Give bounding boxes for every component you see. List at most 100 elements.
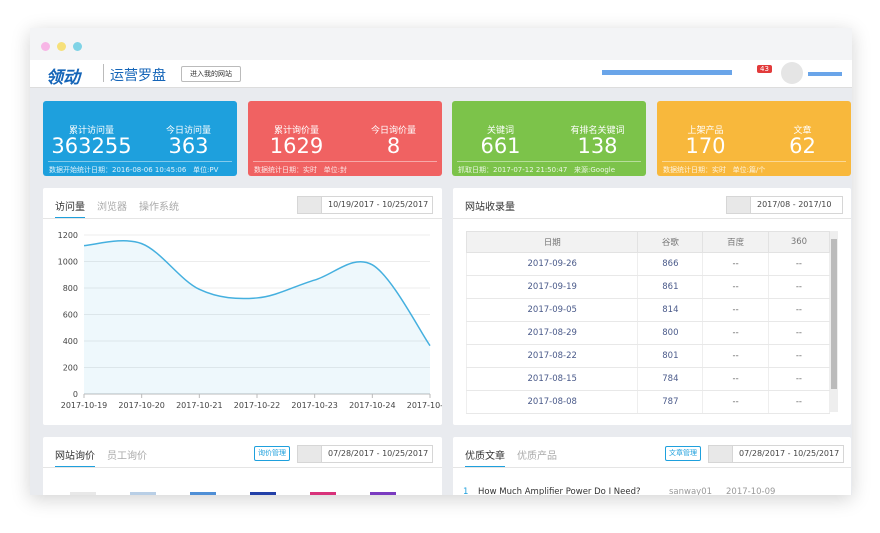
divider	[453, 467, 851, 468]
stat-value: 170	[685, 134, 726, 158]
date-picker[interactable]: 10/19/2017 - 10/25/2017	[297, 196, 433, 214]
table-cell: --	[767, 367, 831, 391]
dot	[73, 42, 82, 51]
divider	[253, 161, 437, 162]
stat-note: 数据统计日期：实时 单位:篇/个	[663, 166, 766, 174]
stat-label: 累计询价量	[273, 126, 319, 136]
date-text: 10/19/2017 - 10/25/2017	[328, 200, 429, 209]
stat-label: 上架产品	[687, 126, 724, 136]
stat-value: 8	[386, 134, 401, 158]
table-header: 日期 谷歌 百度 360	[465, 231, 831, 253]
x-tick-label: 2017-10-22	[234, 401, 281, 410]
stat-label: 有排名关键词	[570, 126, 625, 136]
table-cell: 2017-08-08	[465, 390, 639, 414]
legend-swatch	[370, 492, 396, 495]
manage-button[interactable]: 文章管理	[665, 446, 701, 461]
table-cell: 2017-08-22	[465, 344, 639, 368]
table-row: 2017-08-22 801 -- --	[465, 344, 831, 368]
table-cell: --	[702, 390, 769, 414]
stat-card: 累计访问量 363255 今日访问量 363 数据开始统计日期：2016-08-06 1…	[43, 101, 237, 176]
table-row: 2017-08-15 784 -- --	[465, 367, 831, 391]
tab[interactable]: 网站询价	[55, 447, 95, 468]
table-cell: --	[767, 321, 831, 345]
tab[interactable]: 操作系统	[139, 202, 179, 213]
chart: 0 200 400 600 800 1000 1200 2017-10-19 2017-10-2…	[58, 231, 442, 410]
article-cell: How Much Amplifier Power Do I Need?	[478, 487, 641, 495]
area	[84, 240, 430, 394]
table-cell: --	[702, 344, 769, 368]
username[interactable]	[808, 72, 842, 76]
tab[interactable]: 浏览器	[97, 202, 127, 213]
table-cell: --	[767, 390, 831, 414]
date-picker[interactable]: 07/28/2017 - 10/25/2017	[297, 445, 433, 463]
date-picker[interactable]: 2017/08 - 2017/10	[726, 196, 843, 214]
stat-note: 抓取日期：2017-07-12 21:50:47 来源:Google	[458, 166, 616, 174]
product-name: 运营罗盘	[110, 68, 166, 84]
panel-title: 网站收录量	[465, 202, 515, 213]
index-panel: 网站收录量 日期 谷歌 百度 360 2017-09-26 866 -- -- 2017-09-…	[453, 188, 851, 425]
divider	[453, 218, 851, 219]
article-cell: sanway01	[669, 487, 713, 495]
header: 领动 运营罗盘 进入我的网站 43	[30, 60, 852, 88]
tab[interactable]: 优质文章	[465, 447, 505, 468]
divider	[457, 161, 641, 162]
date-picker[interactable]: 07/28/2017 - 10/25/2017	[708, 445, 844, 463]
tab[interactable]: 访问量	[55, 198, 85, 219]
link[interactable]	[602, 70, 732, 75]
site-button[interactable]: 进入我的网站	[181, 66, 241, 82]
badge[interactable]: 43	[757, 65, 772, 73]
legend-swatch	[250, 492, 276, 495]
y-tick-label: 0	[73, 390, 78, 399]
window: 领动 运营罗盘 进入我的网站 43 0 200 400 600 800 1000 1200 2…	[30, 28, 852, 495]
calendar-icon	[727, 197, 751, 213]
stat-value: 661	[480, 134, 521, 158]
y-tick-label: 600	[63, 311, 78, 320]
table-row: 2017-09-19 861 -- --	[465, 275, 831, 299]
calendar-icon	[298, 197, 322, 213]
manage-button[interactable]: 询价管理	[254, 446, 290, 461]
stat-value: 1629	[269, 134, 324, 158]
table-cell: --	[767, 298, 831, 322]
column-header: 谷歌	[637, 231, 704, 253]
table-cell: 866	[637, 252, 704, 276]
avatar[interactable]	[781, 62, 803, 84]
divider	[43, 467, 442, 468]
table-cell: 861	[637, 275, 704, 299]
articles-panel: 优质文章 优质产品 07/28/2017 - 10/25/2017 文章管理 1 How …	[453, 437, 851, 495]
calendar-icon	[298, 446, 322, 462]
stat-note: 数据统计日期：实时 单位:封	[254, 166, 348, 174]
table-cell: --	[767, 344, 831, 368]
table-cell: 814	[637, 298, 704, 322]
column-header: 百度	[702, 231, 769, 253]
scrollbar	[830, 231, 838, 412]
article-cell: 1	[463, 487, 469, 495]
stat-label: 文章	[793, 126, 812, 136]
table-cell: --	[767, 275, 831, 299]
y-tick-label: 200	[63, 364, 78, 373]
table-cell: 801	[637, 344, 704, 368]
date-text: 2017/08 - 2017/10	[757, 200, 832, 209]
x-tick-label: 2017-10-24	[349, 401, 396, 410]
table-row: 2017-08-08 787 -- --	[465, 390, 831, 414]
date-text: 07/28/2017 - 10/25/2017	[328, 449, 429, 458]
table-cell: 800	[637, 321, 704, 345]
tab[interactable]: 优质产品	[517, 451, 557, 462]
table-cell: --	[702, 275, 769, 299]
title-bar	[30, 28, 852, 60]
stat-card: 关键词 661 有排名关键词 138 抓取日期：2017-07-12 21:50:47 …	[452, 101, 646, 176]
table-row: 2017-09-26 866 -- --	[465, 252, 831, 276]
table-cell: --	[702, 252, 769, 276]
divider	[103, 64, 104, 82]
stat-value: 363255	[51, 134, 132, 158]
table-cell: 2017-08-29	[465, 321, 639, 345]
table-cell: 2017-09-05	[465, 298, 639, 322]
stat-card: 累计询价量 1629 今日询价量 8 数据统计日期：实时 单位:封	[248, 101, 442, 176]
calendar-icon	[709, 446, 733, 462]
table-cell: --	[702, 321, 769, 345]
stat-note: 数据开始统计日期：2016-08-06 10:45:06 单位:PV	[49, 166, 219, 174]
x-tick-label: 2017-10-25	[407, 401, 442, 410]
tab[interactable]: 员工询价	[107, 451, 147, 462]
table-cell: 2017-09-26	[465, 252, 639, 276]
table-cell: --	[767, 252, 831, 276]
